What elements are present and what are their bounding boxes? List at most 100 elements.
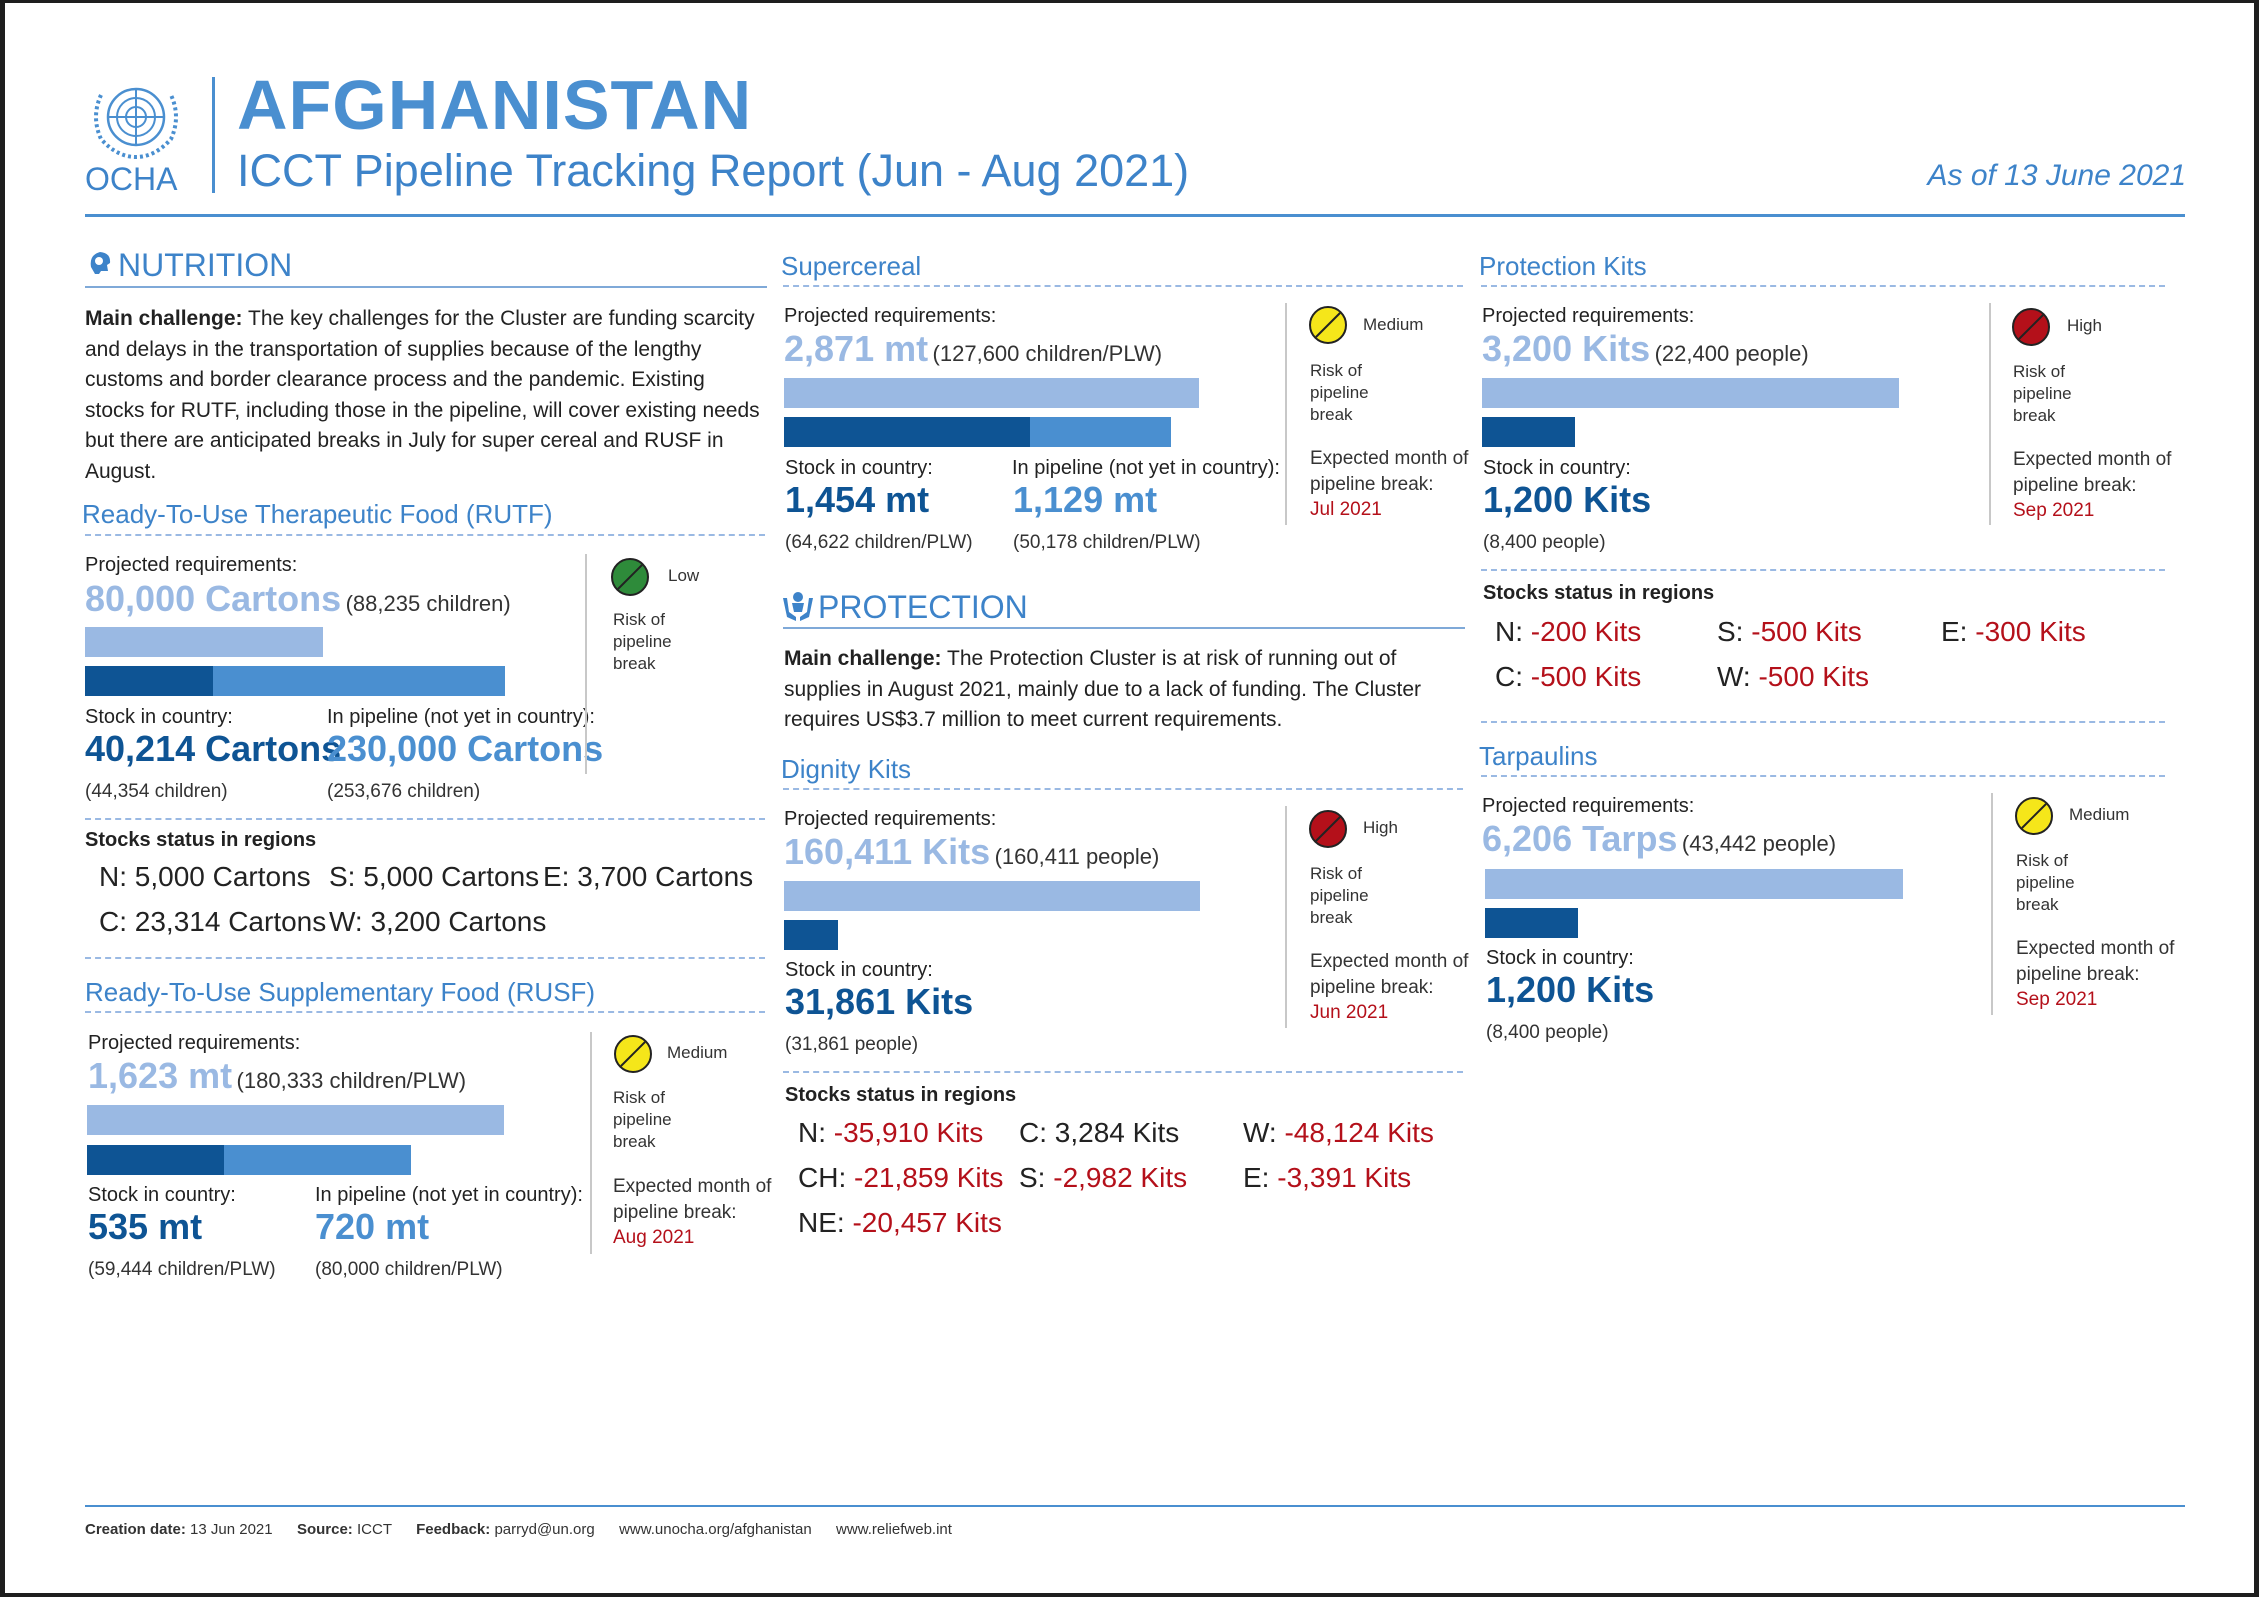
supercereal-risk-level: Medium — [1363, 315, 1424, 334]
rutf-req-label: Projected requirements: — [85, 554, 298, 576]
tarpaulins-rule — [1481, 775, 2165, 777]
rutf-stock-value: 40,214 Cartons — [85, 728, 342, 769]
ocha-logo-text: OCHA — [85, 161, 178, 197]
region-key: N: — [798, 1117, 826, 1148]
protection-kits-risk-label: Risk of pipeline break — [2013, 362, 2072, 425]
dignity-stock-people: (31,861 people) — [785, 1034, 919, 1055]
challenge-label: Main challenge: — [784, 647, 942, 670]
rusf-exp-label: Expected month of pipeline break: — [613, 1176, 772, 1223]
dignity-region-item: W: -48,124 Kits — [1243, 1117, 1434, 1149]
protection-kits-stock-label: Stock in country: — [1483, 457, 1631, 479]
tarpaulins-risk-level: Medium — [2069, 805, 2130, 824]
region-value: -3,391 Kits — [1277, 1162, 1412, 1193]
protection-kits-risk-level: High — [2067, 316, 2102, 335]
supercereal-pipeline-bar — [1030, 417, 1171, 447]
dignity-req-label: Projected requirements: — [784, 808, 997, 830]
un-emblem-icon — [94, 87, 178, 160]
protection-kits-region-item: C: -500 Kits — [1495, 661, 1641, 693]
protection-kits-req: 3,200 Kits (22,400 people) — [1482, 328, 1809, 370]
source-value: ICCT — [356, 1521, 392, 1538]
region-value: -500 Kits — [1751, 616, 1862, 647]
report-page: OCHA AFGHANISTAN ICCT Pipeline Tracking … — [5, 3, 2254, 1593]
supercereal-rule — [783, 285, 1463, 287]
protection-icon — [783, 592, 813, 621]
protection-kits-req-value: 3,200 Kits — [1482, 328, 1651, 369]
nutrition-icon — [90, 252, 111, 274]
source-label: Source: — [296, 1521, 353, 1538]
protection-kits-req-people: (22,400 people) — [1654, 341, 1809, 366]
supercereal-exp-label: Expected month of pipeline break: — [1310, 448, 1469, 495]
protection-title: PROTECTION — [818, 589, 1028, 625]
region-key: E: — [1243, 1162, 1270, 1193]
dignity-region-item: CH: -21,859 Kits — [798, 1162, 1003, 1194]
rusf-risk-label: Risk of pipeline break — [613, 1088, 672, 1151]
protection-kits-req-label: Projected requirements: — [1482, 305, 1695, 327]
feedback-label: Feedback: — [416, 1521, 491, 1538]
supercereal-req-bar — [784, 378, 1199, 408]
rusf-req-people: (180,333 children/PLW) — [236, 1068, 467, 1093]
rusf-req-label: Projected requirements: — [88, 1032, 301, 1054]
rutf-pipe-people: (253,676 children) — [327, 781, 481, 802]
dignity-region-item: N: -35,910 Kits — [798, 1117, 983, 1149]
rutf-region-item: W: 3,200 Cartons — [329, 906, 546, 938]
region-value: -35,910 Kits — [833, 1117, 984, 1148]
protection-kits-stock-people: (8,400 people) — [1483, 532, 1606, 553]
dignity-stock-bar — [784, 920, 838, 950]
region-value: -21,859 Kits — [854, 1162, 1004, 1193]
tarpaulins-req-bar — [1485, 869, 1903, 899]
risk-medium-icon — [614, 1035, 652, 1073]
rutf-req: 80,000 Cartons (88,235 children) — [85, 578, 511, 620]
report-period: (Jun - Aug 2021) — [856, 145, 1190, 196]
reliefweb-link[interactable]: www.reliefweb.int — [836, 1521, 952, 1538]
tarpaulins-stock-label: Stock in country: — [1486, 947, 1634, 969]
nutrition-title: NUTRITION — [118, 247, 293, 283]
dignity-exp-month: Jun 2021 — [1310, 1002, 1389, 1023]
region-key: S: — [1019, 1162, 1046, 1193]
rutf-pipeline-bar — [213, 666, 505, 696]
rusf-pipeline-bar — [224, 1145, 411, 1175]
region-key: E: — [543, 861, 570, 892]
risk-high-icon — [2012, 308, 2050, 346]
rutf-end-rule — [85, 957, 765, 959]
protection-kits-exp-month: Sep 2021 — [2013, 500, 2095, 521]
dignity-risk-divider — [1285, 806, 1287, 1028]
rutf-regions-rule — [85, 818, 765, 820]
region-key: W: — [1717, 661, 1751, 692]
protection-kits-region-item: N: -200 Kits — [1495, 616, 1641, 648]
protection-kits-stock-bar — [1482, 417, 1575, 447]
protection-kits-req-bar — [1482, 378, 1899, 408]
tarpaulins-req-people: (43,442 people) — [1681, 831, 1837, 856]
tarpaulins-risk-label: Risk of pipeline break — [2016, 851, 2075, 914]
supercereal-pipe-people: (50,178 children/PLW) — [1013, 532, 1201, 553]
dignity-region-item: S: -2,982 Kits — [1019, 1162, 1187, 1194]
dignity-req-people: (160,411 people) — [994, 844, 1160, 869]
rusf-pipe-label: In pipeline (not yet in country): — [315, 1184, 583, 1206]
tarpaulins-exp-month: Sep 2021 — [2016, 989, 2098, 1010]
dignity-stock-label: Stock in country: — [785, 959, 933, 981]
protection-kits-risk-divider — [1989, 303, 1991, 525]
supercereal-req-people: (127,600 children/PLW) — [932, 341, 1163, 366]
feedback-email-link[interactable]: parryd@un.org — [494, 1521, 595, 1538]
rusf-pipe-value: 720 mt — [315, 1206, 430, 1247]
dignity-exp-label: Expected month of pipeline break: — [1310, 951, 1469, 998]
region-value: 23,314 Cartons — [134, 906, 327, 937]
risk-medium-icon — [2015, 797, 2053, 835]
tarpaulins-stock-value: 1,200 Kits — [1486, 969, 1655, 1010]
protection-rule — [783, 627, 1465, 629]
dignity-region-item: E: -3,391 Kits — [1243, 1162, 1411, 1194]
risk-high-icon — [1309, 810, 1347, 848]
creation-label: Creation date: — [85, 1521, 186, 1538]
protection-kits-rule — [1481, 285, 2165, 287]
rusf-rule — [85, 1011, 765, 1013]
unocha-link[interactable]: www.unocha.org/afghanistan — [619, 1521, 812, 1538]
rusf-stock-bar — [87, 1145, 224, 1175]
report-name: ICCT Pipeline Tracking Report — [237, 145, 844, 196]
rusf-risk-divider — [590, 1032, 592, 1254]
tarpaulins-req-value: 6,206 Tarps — [1482, 818, 1678, 859]
nutrition-challenge: Main challenge: The key challenges for t… — [85, 304, 765, 487]
as-of-date: As of 13 June 2021 — [1927, 159, 2186, 192]
rusf-stock-people: (59,444 children/PLW) — [88, 1259, 276, 1280]
dignity-req: 160,411 Kits (160,411 people) — [784, 831, 1159, 873]
tarpaulins-stock-people: (8,400 people) — [1486, 1022, 1609, 1043]
footer: Creation date: 13 Jun 2021 Source: ICCT … — [85, 1521, 952, 1538]
